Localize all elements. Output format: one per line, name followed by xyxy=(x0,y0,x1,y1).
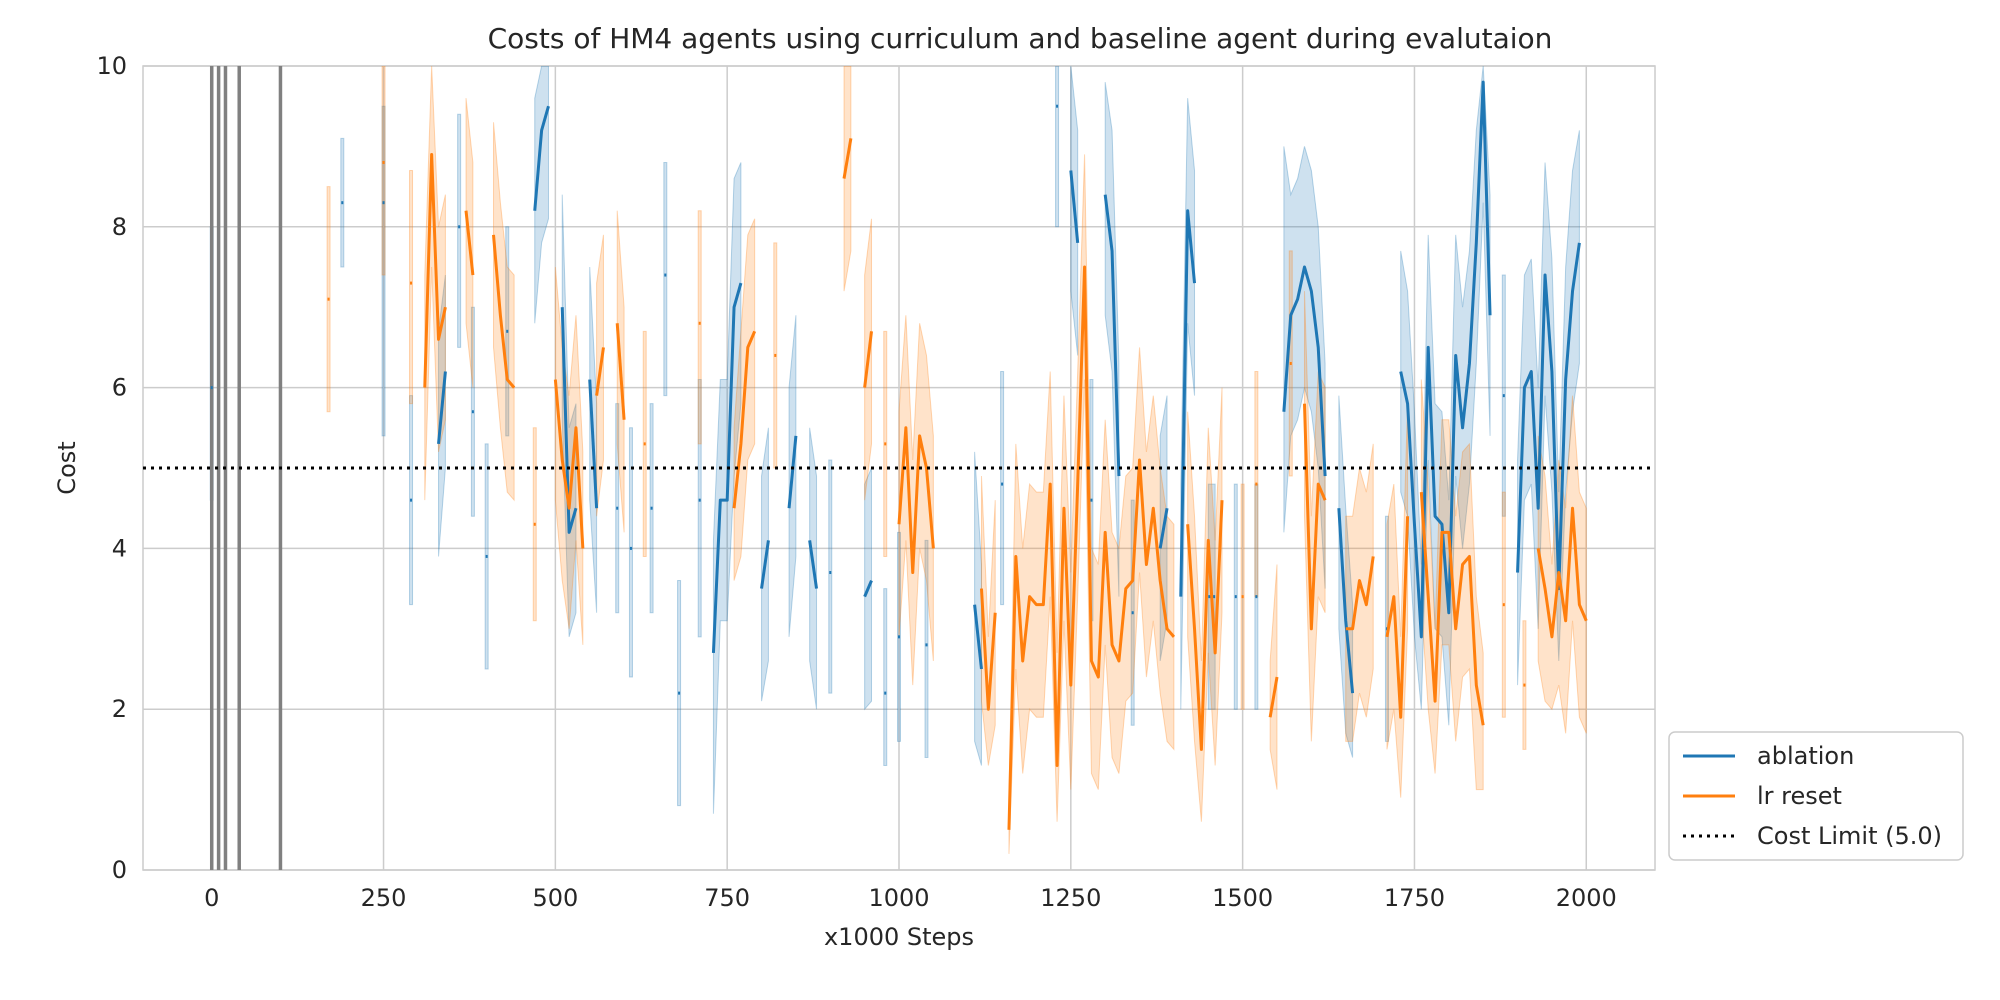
series-line-ablation xyxy=(711,282,743,653)
series-line-lr-reset xyxy=(492,234,516,389)
confidence-band-lr-reset xyxy=(493,122,515,502)
x-tick-label: 0 xyxy=(204,884,219,912)
y-tick-label: 0 xyxy=(112,856,127,884)
series-line-ablation xyxy=(1282,265,1327,477)
series-line-lr-reset xyxy=(553,379,585,549)
confidence-band-ablation xyxy=(663,161,668,397)
confidence-band-ablation xyxy=(561,194,577,637)
series-line-lr-reset xyxy=(1007,265,1176,830)
confidence-band-lr-reset xyxy=(1008,154,1175,854)
confidence-band-ablation xyxy=(697,379,702,638)
series-line-lr-reset xyxy=(595,347,605,396)
y-axis-label: Cost xyxy=(53,441,81,494)
confidence-band-ablation xyxy=(534,66,549,324)
x-tick-label: 1250 xyxy=(1040,884,1101,912)
series-line-lr-reset xyxy=(979,588,997,711)
series-line-ablation xyxy=(1399,80,1492,639)
confidence-band-lr-reset xyxy=(1345,443,1374,742)
confidence-band-lr-reset xyxy=(697,210,702,445)
series-line-ablation xyxy=(808,540,819,589)
x-tick-label: 1750 xyxy=(1384,884,1445,912)
series-line-ablation xyxy=(1516,242,1581,591)
confidence-band-ablation xyxy=(828,459,833,694)
series-line-lr-reset xyxy=(732,330,757,509)
series-line-ablation xyxy=(787,435,798,509)
series-line-lr-reset xyxy=(842,138,853,179)
confidence-band-ablation xyxy=(457,113,462,348)
confidence-band-ablation xyxy=(381,105,386,437)
series-line-lr-reset xyxy=(423,152,447,388)
y-tick-labels: 0 2 4 6 8 10 xyxy=(96,52,127,884)
x-tick-label: 1000 xyxy=(868,884,929,912)
series-line-lr-reset xyxy=(1385,516,1410,719)
confidence-band-ablation xyxy=(1055,66,1060,228)
x-tick-label: 1500 xyxy=(1212,884,1273,912)
series-line-ablation xyxy=(1158,507,1169,549)
confidence-band-ablation xyxy=(1517,130,1580,686)
series-line-lr-reset xyxy=(1302,403,1327,631)
y-tick-label: 2 xyxy=(112,695,127,723)
confidence-band-lr-reset xyxy=(980,476,996,766)
legend-entry: lr reset xyxy=(1757,782,1842,810)
series-line-lr-reset xyxy=(1536,506,1588,639)
legend-entry: ablation xyxy=(1757,742,1854,770)
series-line-ablation xyxy=(973,604,983,670)
confidence-band-lr-reset xyxy=(1269,564,1278,790)
series-line-ablation xyxy=(760,540,770,589)
confidence-band-lr-reset xyxy=(554,266,584,645)
confidence-band-lr-reset xyxy=(381,66,386,276)
confidence-band-ablation xyxy=(974,451,982,766)
y-tick-label: 4 xyxy=(112,534,127,562)
confidence-band-lr-reset xyxy=(843,66,852,292)
series-line-lr-reset xyxy=(615,323,626,420)
series-line-lr-reset xyxy=(1345,556,1375,631)
x-tick-labels: 0 250 500 750 1000 1250 1500 1750 2000 xyxy=(204,884,1617,912)
series-line-ablation xyxy=(437,371,447,445)
confidence-band-ablation xyxy=(924,539,929,758)
legend-entry: Cost Limit (5.0) xyxy=(1757,822,1942,850)
y-tick-label: 8 xyxy=(112,213,127,241)
series-line-ablation xyxy=(533,105,550,211)
series-line-ablation xyxy=(588,379,599,509)
series-line-lr-reset xyxy=(863,331,873,388)
x-tick-label: 2000 xyxy=(1556,884,1617,912)
chart-title: Costs of HM4 agents using curriculum and… xyxy=(488,22,1553,55)
x-axis-label: x1000 Steps xyxy=(824,923,974,951)
series-line-lr-reset xyxy=(1419,492,1485,726)
y-tick-label: 6 xyxy=(112,374,127,402)
confidence-band-ablation xyxy=(1000,371,1005,606)
series-line-lr-reset xyxy=(464,210,475,276)
series-line-lr-reset xyxy=(897,426,935,575)
confidence-band-ablation xyxy=(883,588,888,766)
confidence-band-lr-reset xyxy=(409,170,414,405)
series-line-ablation xyxy=(1103,194,1121,477)
series-line-ablation xyxy=(863,579,873,598)
legend-box xyxy=(1668,731,1964,861)
series-line-lr-reset xyxy=(1268,676,1279,718)
series-line-ablation xyxy=(560,307,578,534)
x-tick-label: 500 xyxy=(532,884,578,912)
x-tick-label: 250 xyxy=(361,884,407,912)
x-tick-label: 750 xyxy=(704,884,750,912)
series-line-lr-reset xyxy=(1186,500,1224,751)
confidence-band-ablation xyxy=(628,427,633,678)
series-line-ablation xyxy=(1069,170,1080,244)
y-tick-label: 10 xyxy=(96,52,127,80)
series-lines xyxy=(210,80,1588,830)
confidence-band-ablation xyxy=(1283,146,1326,589)
legend: ablation lr reset Cost Limit (5.0) xyxy=(1668,731,1964,861)
series-line-ablation xyxy=(1337,508,1355,694)
